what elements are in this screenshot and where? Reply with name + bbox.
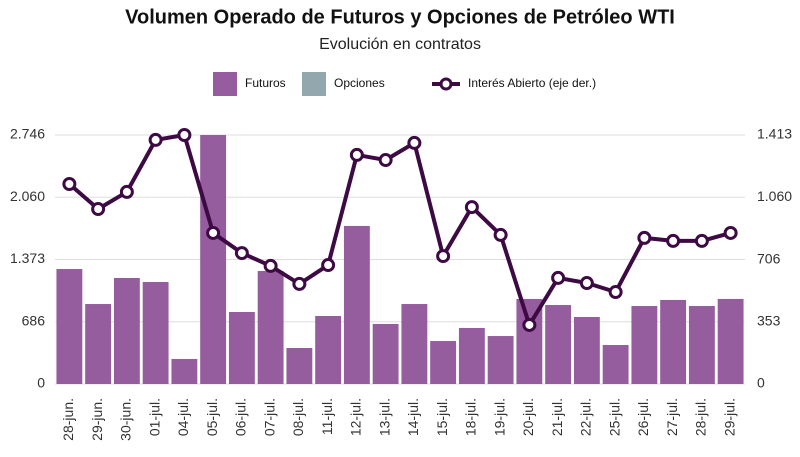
x-tick-label: 25-jul. (606, 398, 622, 436)
bar (401, 304, 428, 384)
chart-title: Volumen Operado de Futuros y Opciones de… (125, 6, 675, 28)
line-marker (119, 184, 134, 199)
bar (113, 277, 140, 384)
x-tick-label: 05-jul. (204, 398, 220, 436)
line-marker (551, 270, 566, 285)
line-marker (321, 258, 336, 273)
bar (228, 312, 255, 384)
y2-tick-label: 0 (757, 375, 765, 391)
x-tick-label: 12-jul. (348, 398, 364, 436)
y-tick-label: 2.746 (10, 126, 45, 142)
y2-tick-label: 706 (757, 250, 781, 266)
line-marker (234, 246, 249, 261)
x-tick-label: 20-jul. (520, 398, 536, 436)
line-marker (91, 202, 106, 217)
legend-label: Opciones (334, 76, 385, 90)
x-tick-label: 29-jul. (721, 398, 737, 436)
y-tick-label: 1.373 (10, 250, 45, 266)
chart-subtitle: Evolución en contratos (319, 36, 481, 53)
line-marker (263, 258, 278, 273)
x-tick-label: 04-jul. (175, 398, 191, 436)
x-tick-label: 18-jul. (463, 398, 479, 436)
x-tick-label: 15-jul. (434, 398, 450, 436)
line-marker (637, 230, 652, 245)
bar (688, 306, 715, 384)
bar (343, 225, 370, 384)
line-marker (579, 276, 594, 291)
x-tick-label: 28-jul. (693, 398, 709, 436)
y-tick-label: 686 (22, 312, 46, 328)
line-marker (378, 153, 393, 168)
line-marker (666, 233, 681, 248)
line-marker (723, 225, 738, 240)
x-tick-label: 14-jul. (405, 398, 421, 436)
x-tick-label: 07-jul. (261, 398, 277, 436)
bar (142, 281, 169, 384)
legend-label: Futuros (245, 76, 286, 90)
bar (85, 304, 112, 384)
bar (545, 305, 572, 384)
y2-tick-label: 353 (757, 312, 781, 328)
x-tick-label: 22-jul. (578, 398, 594, 436)
line-marker (694, 233, 709, 248)
bar (573, 316, 600, 384)
bar (171, 358, 198, 384)
x-tick-label: 30-jun. (118, 398, 134, 441)
line-marker (62, 176, 77, 191)
bar (257, 271, 284, 384)
line-marker (292, 276, 307, 291)
x-tick-label: 28-jun. (60, 398, 76, 441)
line-marker (436, 249, 451, 264)
line-marker (177, 128, 192, 142)
bar (200, 135, 227, 384)
bar (717, 298, 744, 384)
x-tick-label: 27-jul. (664, 398, 680, 436)
line-marker (407, 135, 422, 150)
line-marker (206, 225, 221, 240)
x-tick-label: 08-jul. (290, 398, 306, 436)
y2-tick-label: 1.060 (757, 188, 792, 204)
line-marker (608, 285, 623, 300)
bar (56, 269, 83, 384)
legend-label: Interés Abierto (eje der.) (468, 76, 596, 90)
x-tick-label: 26-jul. (635, 398, 651, 436)
y-tick-label: 0 (37, 375, 45, 391)
y2-tick-label: 1.413 (757, 126, 792, 142)
x-tick-label: 11-jul. (319, 398, 335, 435)
line-marker (493, 227, 508, 242)
line-marker (464, 200, 479, 215)
legend-swatch (213, 72, 237, 96)
x-tick-label: 13-jul. (376, 398, 392, 436)
y-tick-label: 2.060 (10, 188, 45, 204)
bar (602, 345, 629, 384)
legend-swatch (302, 72, 326, 96)
bar (631, 306, 658, 384)
x-tick-label: 06-jul. (233, 398, 249, 436)
bar (458, 327, 485, 384)
bar (430, 341, 457, 384)
bar (660, 299, 687, 384)
x-tick-label: 29-jun. (89, 398, 105, 441)
x-tick-label: 01-jul. (146, 398, 162, 436)
bar (487, 336, 514, 384)
line-marker (522, 317, 537, 332)
x-tick-label: 21-jul. (549, 398, 565, 436)
line-marker (349, 147, 364, 162)
x-tick-label: 19-jul. (491, 398, 507, 436)
bar (372, 323, 399, 384)
line-marker (148, 132, 163, 147)
legend-marker (439, 77, 453, 91)
bar (286, 348, 313, 384)
bar (315, 315, 342, 384)
